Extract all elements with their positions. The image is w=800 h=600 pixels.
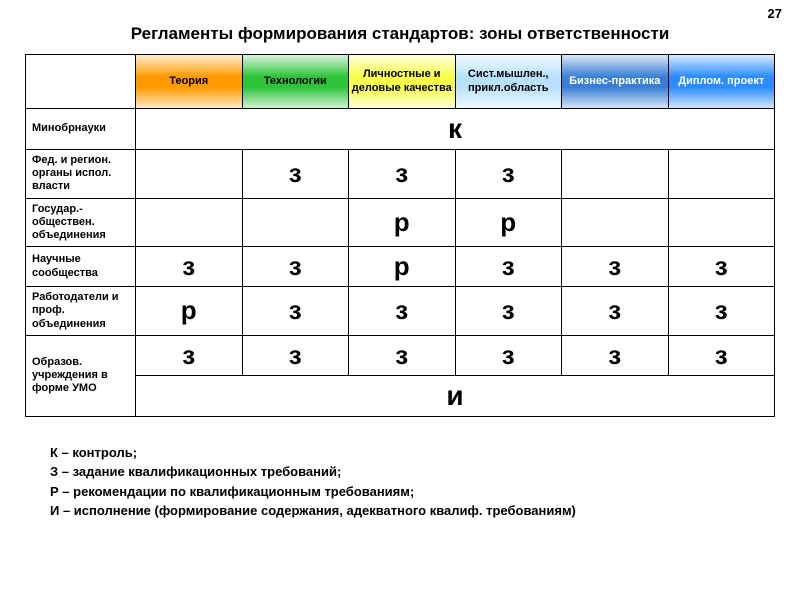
value-cell: з: [455, 287, 562, 336]
value-cell: [562, 198, 669, 247]
span-cell: к: [136, 109, 775, 150]
row-label: Государ.-обществен. объединения: [26, 198, 136, 247]
value-cell: з: [349, 335, 456, 375]
value-cell: р: [349, 198, 456, 247]
legend-line: И – исполнение (формирование содержания,…: [50, 501, 775, 521]
value-cell: [668, 198, 775, 247]
header-blank: [26, 55, 136, 109]
column-header: Сист.мышлен., прикл.область: [455, 55, 562, 109]
value-cell: з: [349, 150, 456, 199]
row-label: Образов. учреждения в форме УМО: [26, 335, 136, 416]
value-cell: з: [242, 287, 349, 336]
column-header: Личностные и деловые качества: [349, 55, 456, 109]
span-cell: и: [136, 375, 775, 416]
legend-line: К – контроль;: [50, 443, 775, 463]
value-cell: з: [349, 287, 456, 336]
value-cell: з: [242, 247, 349, 287]
row-label: Работодатели и проф. объединения: [26, 287, 136, 336]
value-cell: [562, 150, 669, 199]
value-cell: з: [455, 150, 562, 199]
value-cell: з: [562, 335, 669, 375]
column-header: Теория: [136, 55, 243, 109]
column-header: Технологии: [242, 55, 349, 109]
page-number: 27: [768, 6, 782, 21]
column-header: Диплом. проект: [668, 55, 775, 109]
value-cell: р: [349, 247, 456, 287]
value-cell: р: [455, 198, 562, 247]
value-cell: [242, 198, 349, 247]
legend-line: З – задание квалификационных требований;: [50, 462, 775, 482]
row-label: Научные сообщества: [26, 247, 136, 287]
legend: К – контроль;З – задание квалификационны…: [50, 443, 775, 521]
value-cell: з: [136, 335, 243, 375]
page-title: Регламенты формирования стандартов: зоны…: [25, 24, 775, 44]
responsibility-table: ТеорияТехнологииЛичностные и деловые кач…: [25, 54, 775, 417]
value-cell: з: [242, 335, 349, 375]
value-cell: [668, 150, 775, 199]
value-cell: з: [136, 247, 243, 287]
value-cell: з: [562, 287, 669, 336]
value-cell: з: [455, 335, 562, 375]
column-header: Бизнес-практика: [562, 55, 669, 109]
value-cell: з: [668, 335, 775, 375]
value-cell: з: [668, 287, 775, 336]
row-label: Минобрнауки: [26, 109, 136, 150]
value-cell: р: [136, 287, 243, 336]
value-cell: [136, 150, 243, 199]
row-label: Фед. и регион. органы испол. власти: [26, 150, 136, 199]
legend-line: Р – рекомендации по квалификационным тре…: [50, 482, 775, 502]
value-cell: з: [455, 247, 562, 287]
value-cell: з: [668, 247, 775, 287]
value-cell: з: [242, 150, 349, 199]
value-cell: з: [562, 247, 669, 287]
value-cell: [136, 198, 243, 247]
